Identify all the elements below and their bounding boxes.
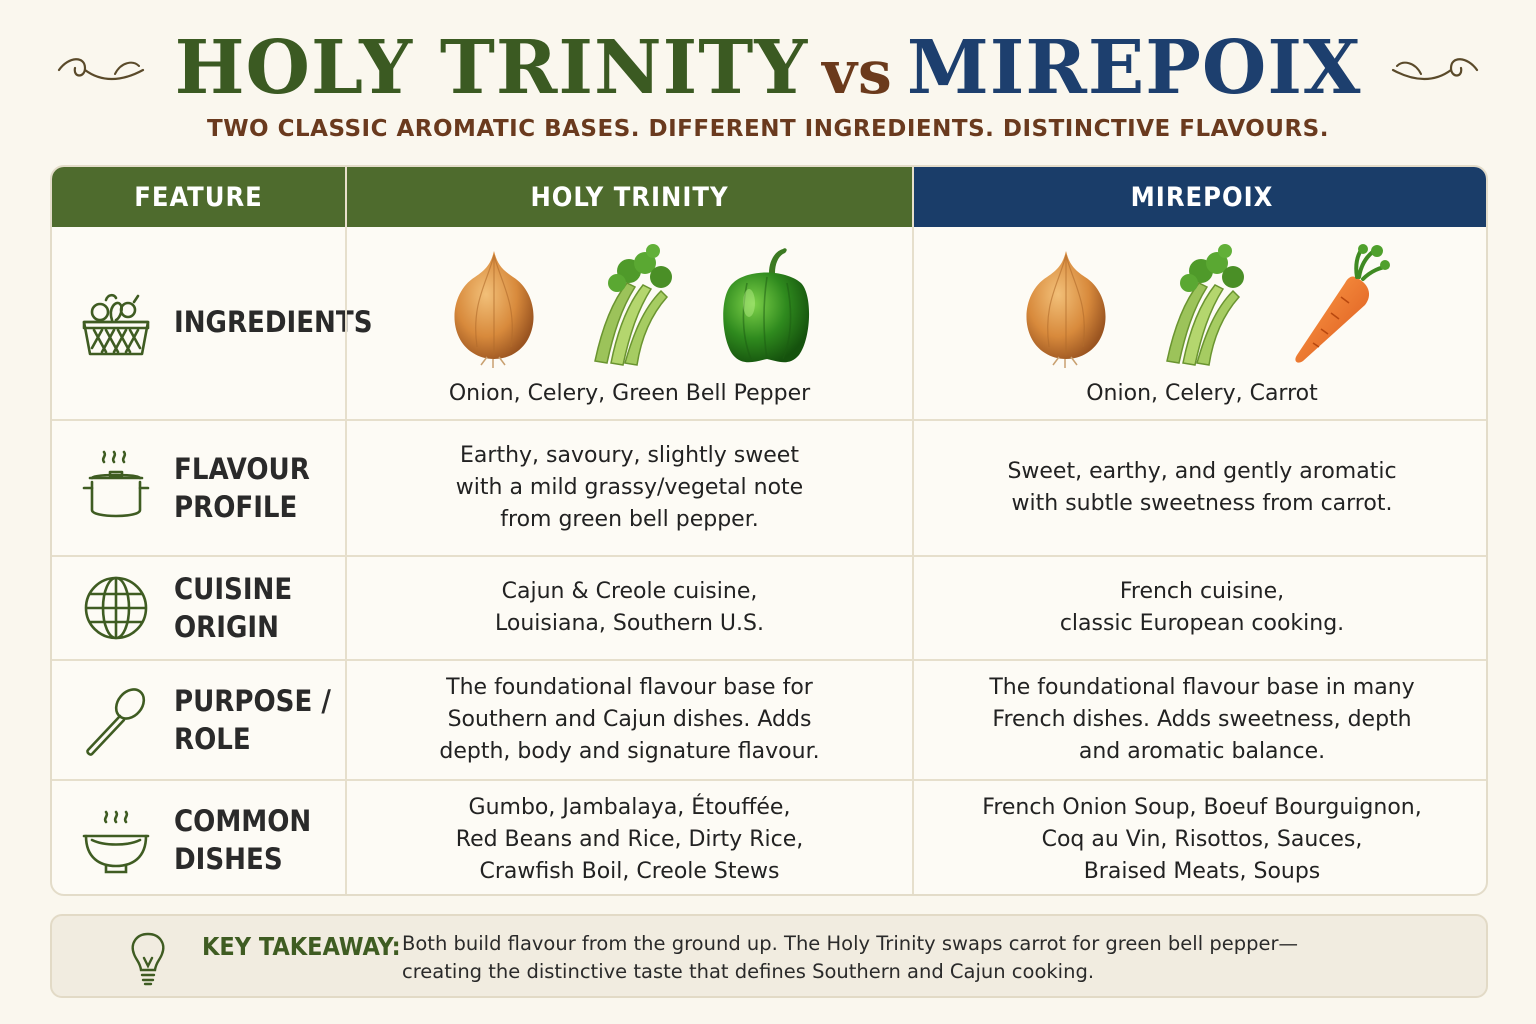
mirepoix-cell: Sweet, earthy, and gently aromatic with … bbox=[912, 421, 1486, 555]
mirepoix-ingredients-text: Onion, Celery, Carrot bbox=[1086, 380, 1318, 406]
table-row-cuisine-origin: CUISINE ORIGIN Cajun & Creole cuisine, L… bbox=[52, 555, 1486, 659]
feature-label: PURPOSE / ROLE bbox=[174, 684, 331, 756]
mirepoix-cell: Onion, Celery, Carrot bbox=[912, 225, 1486, 419]
mirepoix-cell: French cuisine, classic European cooking… bbox=[912, 557, 1486, 659]
trinity-purpose-text: The foundational flavour base for Southe… bbox=[439, 675, 820, 764]
trinity-dishes-text: Gumbo, Jambalaya, Étouffée, Red Beans an… bbox=[455, 794, 804, 884]
basket-icon bbox=[82, 293, 150, 356]
feature-cell: CUISINE ORIGIN bbox=[52, 557, 345, 659]
feature-cell: FLAVOUR PROFILE bbox=[52, 421, 345, 555]
key-takeaway-box: KEY TAKEAWAY: Both build flavour from th… bbox=[50, 914, 1488, 998]
table-row-flavour-profile: FLAVOUR PROFILE Earthy, savoury, slightl… bbox=[52, 419, 1486, 555]
mirepoix-purpose-text: The foundational flavour base in many Fr… bbox=[989, 675, 1415, 764]
lightbulb-icon bbox=[131, 932, 165, 986]
comparison-table: FEATURE HOLY TRINITY MIREPOIX INGREDIENT… bbox=[50, 165, 1488, 896]
trinity-cell: Gumbo, Jambalaya, Étouffée, Red Beans an… bbox=[345, 781, 912, 894]
left-flourish-icon bbox=[57, 58, 144, 80]
trinity-cell: Onion, Celery, Green Bell Pepper bbox=[345, 225, 912, 419]
trinity-cell: Cajun & Creole cuisine, Louisiana, South… bbox=[345, 557, 912, 659]
spoon-icon bbox=[86, 688, 146, 756]
pot-icon bbox=[82, 450, 150, 518]
carrot-icon bbox=[1295, 243, 1390, 363]
title-holy-trinity: HOLY TRINITY bbox=[174, 25, 809, 111]
mirepoix-flavour-text: Sweet, earthy, and gently aromatic with … bbox=[1007, 459, 1397, 516]
feature-label: COMMON DISHES bbox=[174, 803, 312, 876]
trinity-cell: Earthy, savoury, slightly sweet with a m… bbox=[345, 421, 912, 555]
celery-icon bbox=[1166, 243, 1244, 366]
mirepoix-cell: The foundational flavour base in many Fr… bbox=[912, 661, 1486, 779]
header-holy-trinity: HOLY TRINITY bbox=[345, 167, 912, 227]
table-row-common-dishes: COMMON DISHES Gumbo, Jambalaya, Étouffée… bbox=[52, 779, 1486, 894]
trinity-cuisine-text: Cajun & Creole cuisine, Louisiana, South… bbox=[495, 579, 764, 636]
feature-label: FLAVOUR PROFILE bbox=[174, 452, 310, 524]
title-vs: vs bbox=[822, 38, 893, 108]
table-row-purpose-role: PURPOSE / ROLE The foundational flavour … bbox=[52, 659, 1486, 779]
onion-icon bbox=[453, 250, 534, 368]
right-flourish-icon bbox=[1392, 58, 1479, 80]
mirepoix-dishes-text: French Onion Soup, Boeuf Bourguignon, Co… bbox=[982, 794, 1422, 884]
table-row-ingredients: INGREDIENTS bbox=[52, 225, 1486, 419]
takeaway-label: KEY TAKEAWAY: bbox=[202, 932, 401, 961]
trinity-flavour-text: Earthy, savoury, slightly sweet with a m… bbox=[455, 443, 804, 532]
bowl-icon bbox=[82, 810, 150, 873]
header-mirepoix: MIREPOIX bbox=[912, 167, 1486, 227]
header-feature: FEATURE bbox=[52, 167, 345, 227]
subtitle: TWO CLASSIC AROMATIC BASES. DIFFERENT IN… bbox=[207, 116, 1329, 142]
title-mirepoix: MIREPOIX bbox=[906, 25, 1362, 111]
feature-label: INGREDIENTS bbox=[174, 305, 373, 339]
globe-icon bbox=[84, 576, 148, 640]
green-bell-pepper-icon bbox=[722, 247, 809, 362]
feature-cell: INGREDIENTS bbox=[52, 225, 372, 419]
page-title: HOLY TRINITY vs MIREPOIX bbox=[175, 31, 1362, 105]
mirepoix-cuisine-text: French cuisine, classic European cooking… bbox=[1059, 579, 1345, 636]
title-row: HOLY TRINITY vs MIREPOIX bbox=[0, 18, 1536, 118]
feature-label: CUISINE ORIGIN bbox=[174, 572, 293, 644]
feature-cell: PURPOSE / ROLE bbox=[52, 661, 345, 779]
trinity-cell: The foundational flavour base for Southe… bbox=[345, 661, 912, 779]
feature-cell: COMMON DISHES bbox=[52, 781, 345, 894]
takeaway-text: Both build flavour from the ground up. T… bbox=[402, 932, 1298, 983]
celery-icon bbox=[593, 243, 672, 366]
mirepoix-cell: French Onion Soup, Boeuf Bourguignon, Co… bbox=[912, 781, 1486, 894]
onion-icon bbox=[1026, 250, 1106, 368]
trinity-ingredients-text: Onion, Celery, Green Bell Pepper bbox=[448, 380, 811, 406]
